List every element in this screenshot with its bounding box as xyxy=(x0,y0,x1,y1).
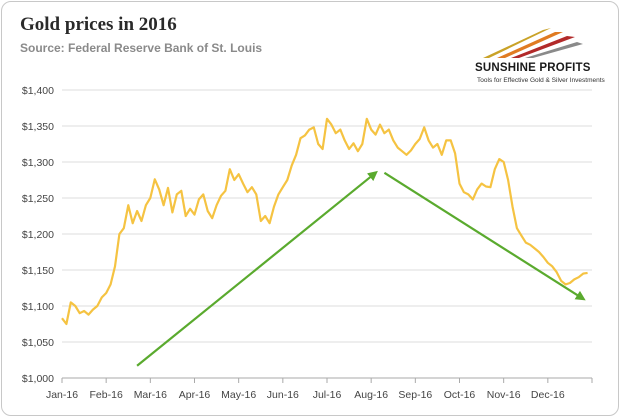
x-axis-ticks xyxy=(61,378,593,383)
x-tick-label: Jan-16 xyxy=(46,389,78,401)
chart-title: Gold prices in 2016 xyxy=(20,14,177,35)
y-tick-label: $1,100 xyxy=(22,301,54,313)
x-tick-label: May-16 xyxy=(221,389,256,401)
y-tick-label: $1,350 xyxy=(22,121,54,133)
y-tick-label: $1,150 xyxy=(22,265,54,277)
logo-ray-orange-icon xyxy=(497,32,563,58)
x-tick-label: Apr-16 xyxy=(179,389,211,401)
x-tick-label: Oct-16 xyxy=(444,389,476,401)
series-group xyxy=(61,117,588,326)
x-tick-label: Nov-16 xyxy=(487,389,521,401)
x-tick-label: Jun-16 xyxy=(267,389,299,401)
logo-name: SUNSHINE PROFITS xyxy=(475,62,591,74)
logo-ray-gold-icon xyxy=(483,28,551,58)
x-axis-labels: Jan-16 Feb-16 Mar-16 Apr-16 May-16 Jun-16 Jul-… xyxy=(46,389,565,401)
x-tick-label: Dec-16 xyxy=(531,389,565,401)
trend-arrows xyxy=(136,170,586,367)
logo-ray-gray-icon xyxy=(525,42,583,58)
x-tick-label: Feb-16 xyxy=(90,389,123,401)
y-tick-label: $1,300 xyxy=(22,157,54,169)
gold-price-line xyxy=(61,117,588,326)
logo-ray-red-icon xyxy=(511,36,575,58)
x-tick-label: Mar-16 xyxy=(134,389,167,401)
x-tick-label: Jul-16 xyxy=(313,389,342,401)
y-tick-label: $1,250 xyxy=(22,193,54,205)
y-tick-label: $1,000 xyxy=(22,373,54,385)
trend-arrow xyxy=(136,170,378,367)
x-tick-label: Sep-16 xyxy=(398,389,432,401)
x-tick-label: Aug-16 xyxy=(354,389,388,401)
y-tick-label: $1,050 xyxy=(22,337,54,349)
sunshine-profits-logo-icon xyxy=(483,28,583,58)
chart-subtitle: Source: Federal Reserve Bank of St. Loui… xyxy=(20,41,263,55)
logo-tagline: Tools for Effective Gold & Silver Invest… xyxy=(477,77,605,84)
grid-lines xyxy=(62,89,592,343)
y-tick-label: $1,400 xyxy=(22,85,54,97)
y-tick-label: $1,200 xyxy=(22,229,54,241)
y-axis-labels: $1,000 $1,050 $1,100 $1,150 $1,200 $1,250 $1,3… xyxy=(22,85,54,385)
trend-arrow xyxy=(383,171,586,301)
